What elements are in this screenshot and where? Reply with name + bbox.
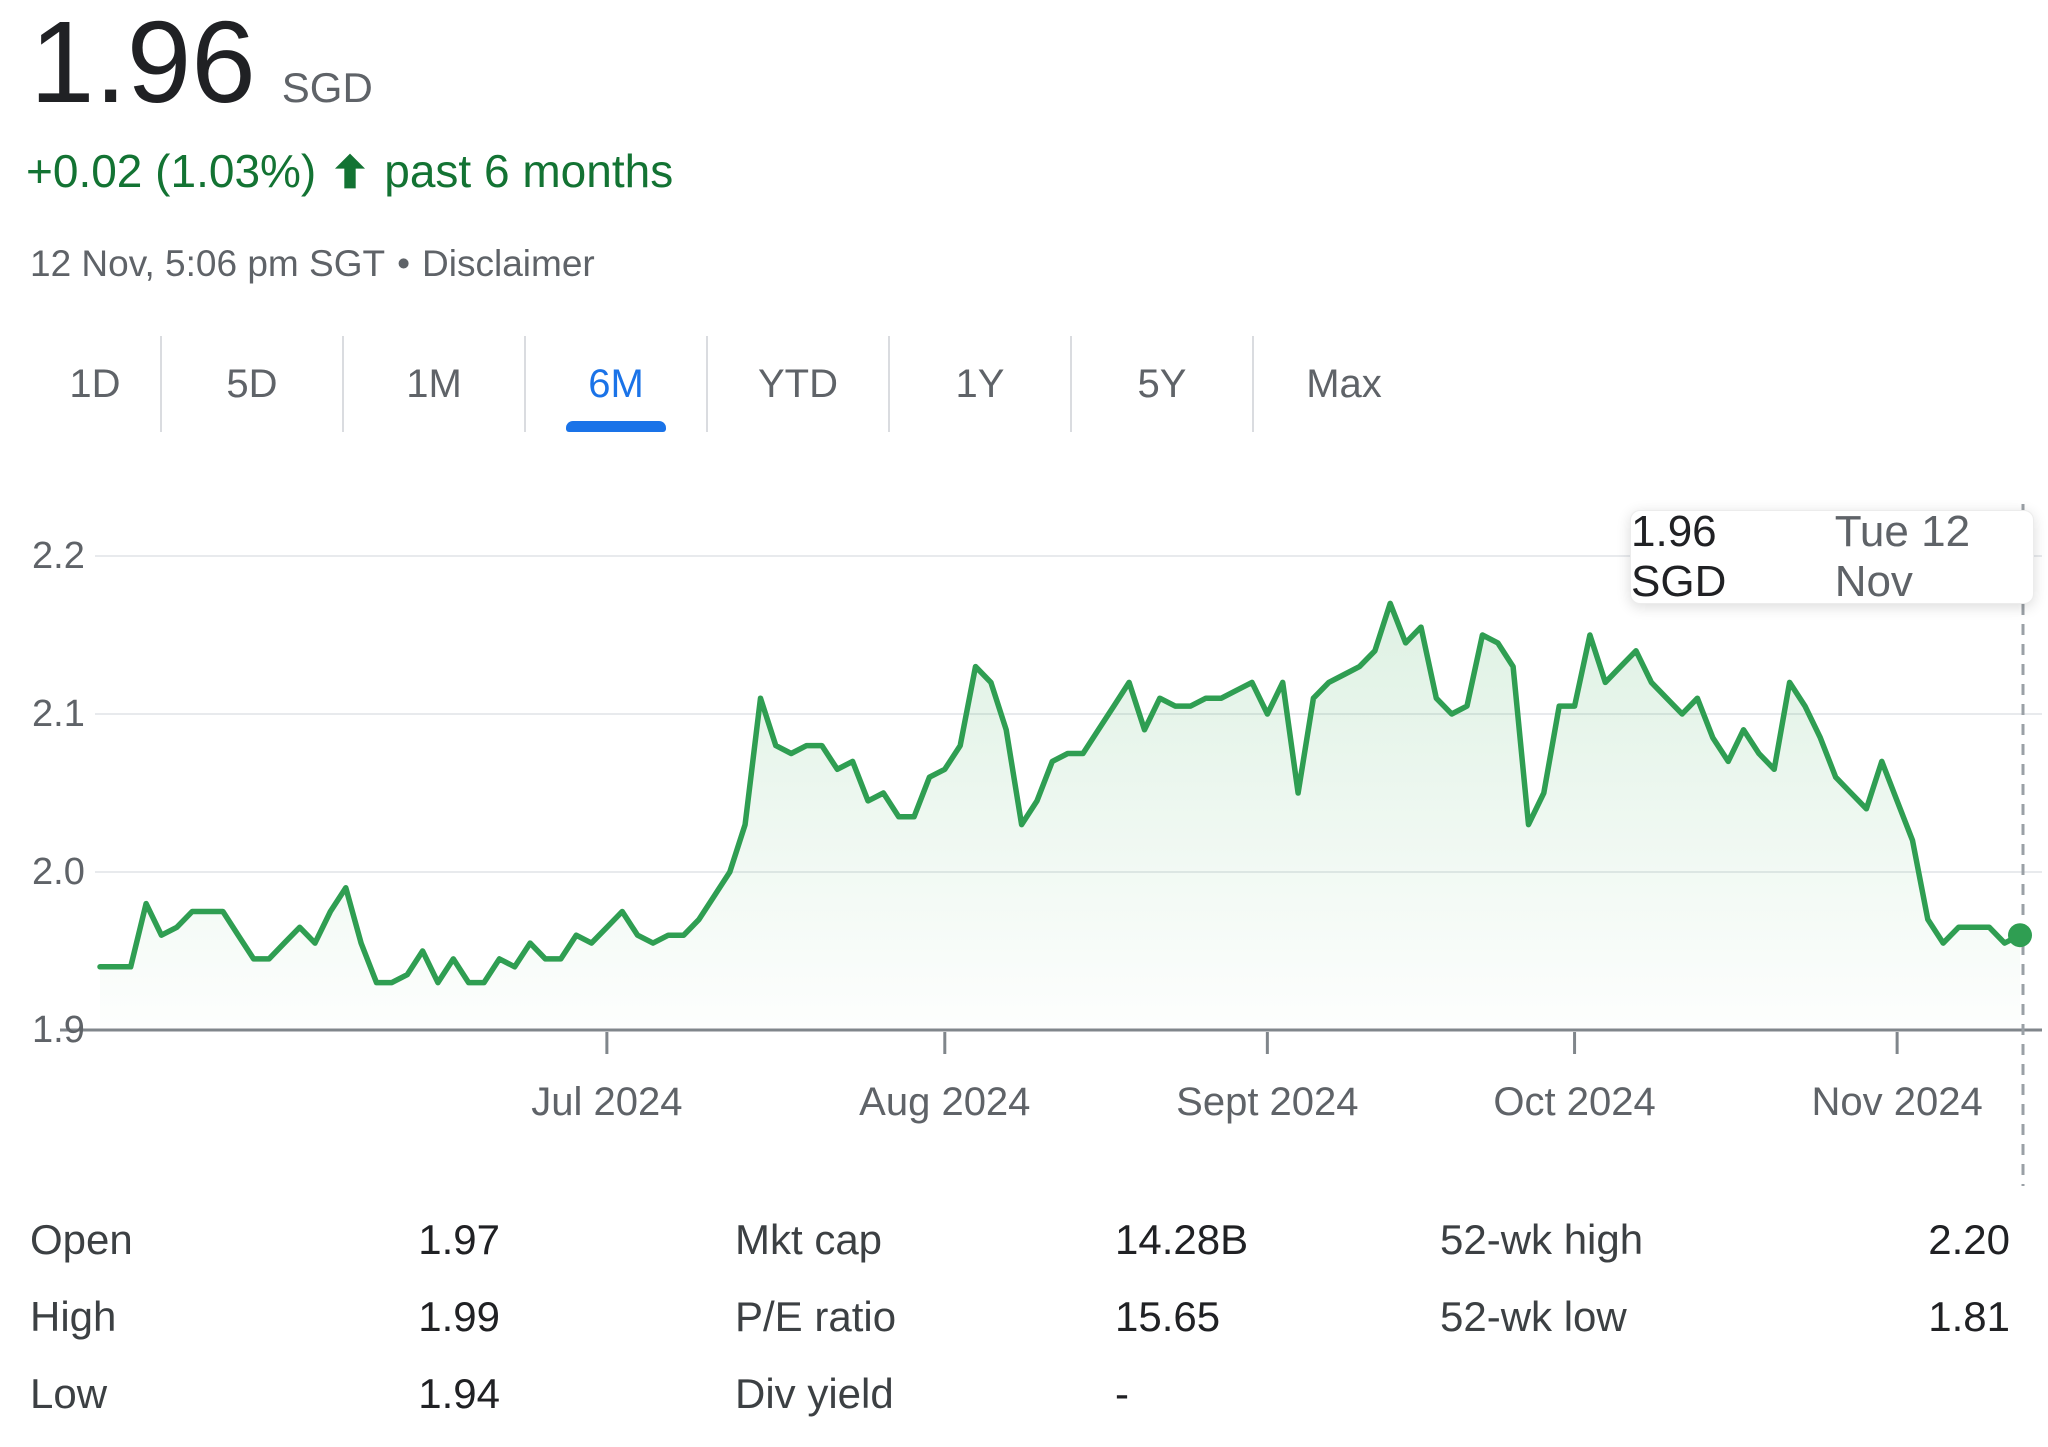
- x-tick-label: Sept 2024: [1176, 1080, 1359, 1124]
- tab-1y[interactable]: 1Y: [890, 336, 1072, 432]
- tab-label: YTD: [758, 361, 838, 406]
- stat-row: Low 1.94: [30, 1370, 500, 1447]
- change-value: +0.02 (1.03%): [26, 145, 317, 197]
- stat-label: 52-wk high: [1440, 1216, 1644, 1263]
- active-tab-indicator: [566, 421, 666, 432]
- stat-label: P/E ratio: [735, 1293, 897, 1340]
- stat-value: 1.97: [418, 1216, 500, 1263]
- stat-label: 52-wk low: [1440, 1293, 1627, 1340]
- stat-label: Mkt cap: [735, 1216, 883, 1263]
- stat-value: -: [1115, 1370, 1129, 1417]
- y-tick-label: 1.9: [32, 1009, 85, 1051]
- tab-1d[interactable]: 1D: [30, 336, 162, 432]
- tab-5d[interactable]: 5D: [162, 336, 344, 432]
- stat-row: 52-wk high 2.20: [1440, 1216, 2010, 1293]
- price-chart[interactable]: [0, 0, 2048, 1404]
- time-range-tabs: 1D 5D 1M 6M YTD 1Y 5Y Max: [30, 336, 1434, 432]
- x-tick-label: Aug 2024: [859, 1080, 1031, 1124]
- tab-ytd[interactable]: YTD: [708, 336, 890, 432]
- stat-row: P/E ratio 15.65: [735, 1293, 1265, 1370]
- stat-row: High 1.99: [30, 1293, 500, 1370]
- x-tick-label: Jul 2024: [531, 1080, 683, 1124]
- area-fill: [100, 603, 2020, 1028]
- stat-row: Open 1.97: [30, 1216, 500, 1293]
- tab-label: Max: [1306, 361, 1382, 406]
- tab-label: 6M: [588, 361, 644, 406]
- tab-label: 5Y: [1137, 361, 1187, 406]
- price-change-row: +0.02 (1.03%) past 6 months: [26, 144, 673, 198]
- dot-separator: •: [397, 243, 411, 284]
- stat-value: 1.81: [1928, 1293, 2010, 1340]
- stat-label: High: [30, 1293, 117, 1340]
- stat-value: 1.94: [418, 1370, 500, 1417]
- tooltip-price: 1.96 SGD: [1631, 507, 1727, 606]
- change-period: past 6 months: [384, 145, 674, 197]
- x-tick-label: Oct 2024: [1493, 1080, 1656, 1124]
- price-line: [97, 600, 2023, 986]
- timestamp-row: 12 Nov, 5:06 pm SGT • Disclaimer: [30, 243, 595, 285]
- y-tick-label: 2.2: [32, 535, 85, 577]
- tab-5y[interactable]: 5Y: [1072, 336, 1254, 432]
- tab-6m[interactable]: 6M: [526, 336, 708, 432]
- stat-label: Low: [30, 1370, 108, 1417]
- stat-label: Open: [30, 1216, 133, 1263]
- currency-code: SGD: [281, 64, 373, 111]
- tab-1m[interactable]: 1M: [344, 336, 526, 432]
- tab-max[interactable]: Max: [1254, 336, 1434, 432]
- stat-value: 2.20: [1928, 1216, 2010, 1263]
- disclaimer-link[interactable]: Disclaimer: [422, 243, 595, 284]
- last-price-dot: [2008, 923, 2032, 948]
- chart-tooltip: 1.96 SGD Tue 12 Nov: [1630, 507, 2034, 606]
- tab-label: 5D: [226, 361, 278, 406]
- stat-row: Div yield -: [735, 1370, 1265, 1447]
- stat-value: 14.28B: [1115, 1216, 1249, 1263]
- stats-column-price: Open 1.97 High 1.99 Low 1.94: [30, 1216, 500, 1447]
- y-tick-label: 2.0: [32, 851, 85, 893]
- stat-label: Div yield: [735, 1370, 894, 1417]
- stat-row: 52-wk low 1.81: [1440, 1293, 2010, 1370]
- stat-value: 1.99: [418, 1293, 500, 1340]
- stats-column-52wk: 52-wk high 2.20 52-wk low 1.81: [1440, 1216, 2010, 1370]
- y-tick-label: 2.1: [32, 693, 85, 735]
- tab-label: 1M: [406, 361, 462, 406]
- current-price: 1.96: [30, 0, 256, 127]
- stats-column-fundamentals: Mkt cap 14.28B P/E ratio 15.65 Div yield -: [735, 1216, 1265, 1447]
- x-tick-label: Nov 2024: [1811, 1080, 1983, 1124]
- tab-label: 1D: [69, 361, 121, 406]
- price-header: 1.96 SGD: [30, 2, 373, 122]
- stat-row: Mkt cap 14.28B: [735, 1216, 1265, 1293]
- tooltip-date: Tue 12 Nov: [1834, 507, 1971, 606]
- stat-value: 15.65: [1115, 1293, 1221, 1340]
- tab-label: 1Y: [955, 361, 1005, 406]
- timestamp: 12 Nov, 5:06 pm SGT: [30, 243, 386, 284]
- arrow-up-icon: [328, 149, 372, 193]
